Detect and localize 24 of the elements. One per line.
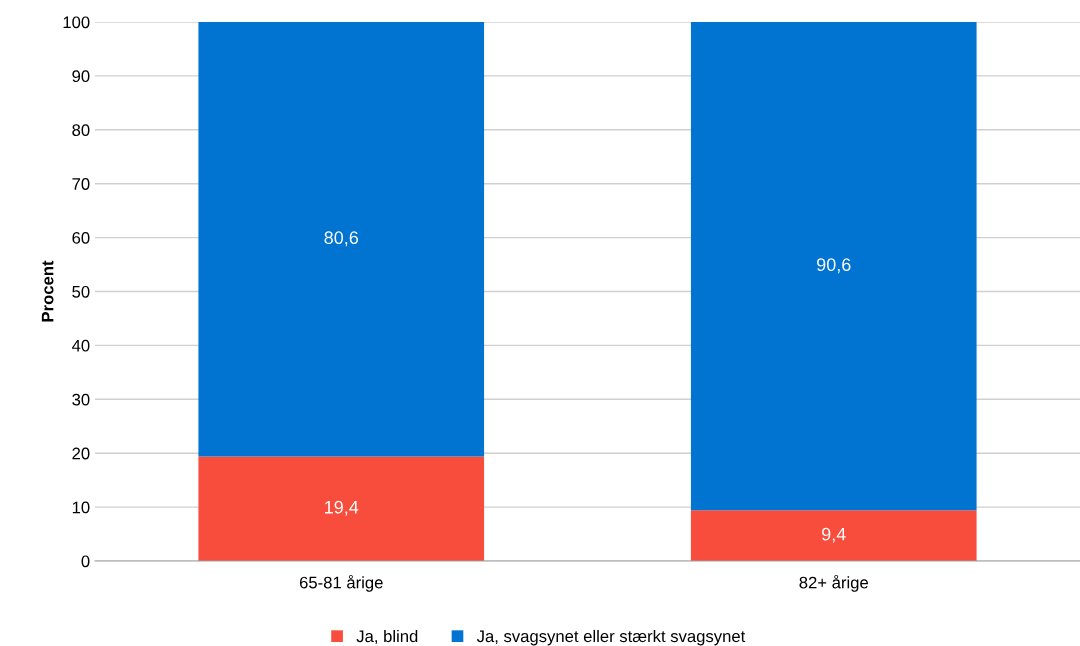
y-tick-label: 20: [72, 447, 90, 460]
data-label: 90,6: [817, 258, 851, 274]
legend-label: Ja, blind: [356, 629, 418, 645]
bar: [198, 22, 485, 457]
bar: [690, 22, 977, 511]
bar: [690, 510, 977, 561]
y-tick-label: 0: [81, 555, 90, 568]
y-tick-label: 50: [72, 285, 90, 298]
data-label: 80,6: [324, 231, 359, 247]
y-tick-label: 40: [71, 339, 90, 352]
bar: [198, 456, 485, 561]
y-tick-label: 100: [63, 16, 90, 29]
data-label: 9,4: [822, 527, 846, 543]
x-tick-label: 65-81 årige: [299, 574, 383, 592]
y-tick-label: 30: [72, 393, 90, 406]
y-tick-label: 60: [72, 232, 90, 244]
y-axis-title: Procent: [41, 260, 54, 322]
data-label: 19,4: [325, 500, 359, 516]
legend-label: Ja, svagsynet eller stærkt svagsynet: [476, 629, 746, 646]
y-tick-label: 10: [72, 501, 90, 514]
y-tick-label: 80: [72, 124, 90, 136]
y-tick-label: 70: [72, 178, 90, 190]
x-tick-label: 82+ årige: [799, 574, 868, 592]
y-tick-label: 90: [72, 70, 90, 83]
